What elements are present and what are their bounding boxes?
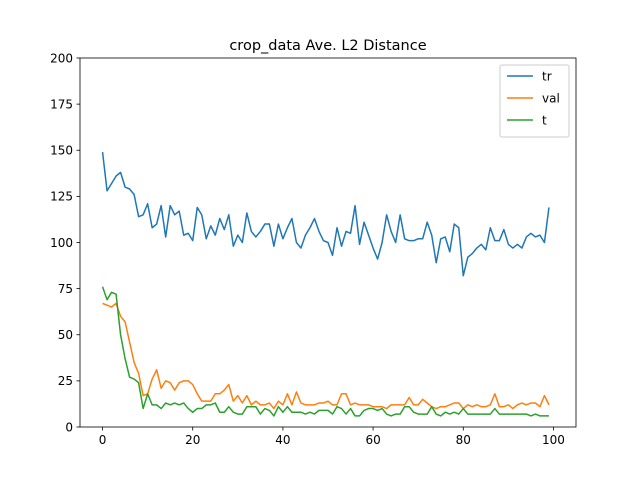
y-tick-label: 200 [50, 51, 73, 65]
axes: 0 20 40 60 80 100 0 25 50 75 100 125 150 175 200 [50, 51, 577, 447]
y-tick-label: 150 [50, 144, 73, 158]
x-tick-label: 0 [99, 433, 107, 447]
y-tick-label: 100 [50, 236, 73, 250]
y-tick-label: 0 [65, 420, 73, 434]
chart-title: crop_data Ave. L2 Distance [229, 38, 426, 54]
plot-lines [101, 152, 550, 417]
x-tick-label: 100 [542, 433, 565, 447]
legend-box [499, 64, 570, 138]
y-tick-label: 75 [58, 282, 73, 296]
series-line-val [102, 302, 550, 410]
x-tick-label: 40 [275, 433, 290, 447]
y-tick-label: 175 [50, 97, 73, 111]
y-tick-label: 25 [58, 374, 73, 388]
x-tick-label: 20 [185, 433, 200, 447]
legend-label-tr: tr [542, 69, 552, 83]
legend-label-val: val [542, 91, 560, 105]
series-line-tr [101, 152, 550, 277]
legend-label-t: t [542, 113, 547, 127]
y-tick-label: 125 [50, 190, 73, 204]
legend: tr val t [499, 64, 570, 138]
y-tick-label: 50 [58, 328, 73, 342]
x-tick-label: 60 [365, 433, 380, 447]
series-line-t [101, 286, 549, 417]
x-tick-label: 80 [456, 433, 471, 447]
